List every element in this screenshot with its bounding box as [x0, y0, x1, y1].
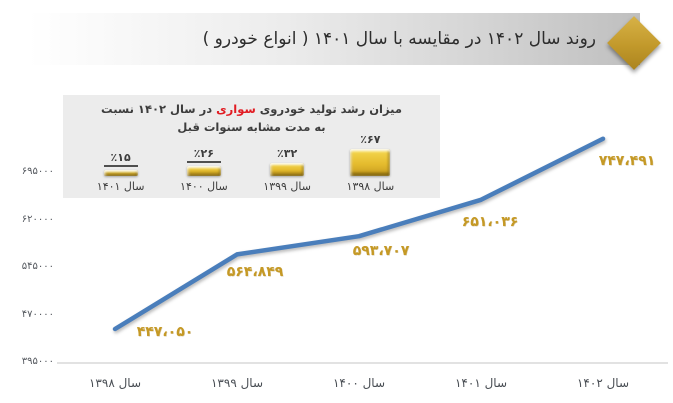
growth-percent-label: ٪۶۷ — [360, 133, 381, 146]
growth-bar-column: ٪۱۵ سال ۱۴۰۱ — [79, 151, 162, 193]
growth-bar-column: ٪۳۲ سال ۱۳۹۹ — [246, 147, 329, 193]
gold-bar-icon — [186, 166, 221, 176]
growth-year-label: سال ۱۴۰۱ — [96, 180, 145, 193]
trend-line-series — [112, 136, 606, 332]
legend-title-pre: میزان رشد تولید خودروی — [255, 102, 402, 116]
data-point-label: ۶۵۱،۰۳۶ — [461, 213, 519, 230]
y-axis-tick-label: ۴۷۰۰۰۰ — [21, 308, 54, 320]
data-point-label: ۵۶۴،۸۴۹ — [226, 264, 284, 281]
y-axis-tick-label: ۶۹۵۰۰۰ — [21, 166, 54, 177]
growth-percent-label: ٪۲۶ — [186, 147, 221, 163]
legend-title: میزان رشد تولید خودروی سواری در سال ۱۴۰۲… — [63, 102, 440, 116]
x-axis-tick-label: سال ۱۴۰۰ — [332, 376, 386, 390]
growth-percent-label: ٪۱۵ — [103, 151, 138, 167]
gold-bar-icon — [103, 170, 138, 176]
y-axis-tick-label: ۵۴۵۰۰۰ — [21, 261, 54, 272]
x-axis-tick-label: سال ۱۴۰۱ — [454, 376, 508, 390]
x-axis-tick-label: سال ۱۳۹۸ — [88, 376, 142, 390]
x-axis-tick-label: سال ۱۴۰۲ — [576, 376, 630, 390]
title-bar: روند سال ۱۴۰۲ در مقایسه با سال ۱۴۰۱ ( ان… — [28, 13, 640, 65]
x-axis-tick-label: سال ۱۳۹۹ — [210, 376, 264, 390]
y-axis-tick-label: ۳۹۵۰۰۰ — [21, 356, 54, 367]
gold-bar-icon — [350, 149, 391, 176]
legend-subtitle: به مدت مشابه سنوات قبل — [177, 120, 326, 134]
page-title: روند سال ۱۴۰۲ در مقایسه با سال ۱۴۰۱ ( ان… — [202, 29, 596, 49]
growth-bar-column: ٪۶۷ سال ۱۳۹۸ — [329, 133, 412, 193]
data-point-label: ۴۴۷،۰۵۰ — [136, 324, 194, 341]
gold-bar-icon — [270, 163, 305, 176]
growth-bars-row: ٪۶۷ سال ۱۳۹۸ ٪۳۲ سال ۱۳۹۹ ٪۲۶ سال ۱۴۰۰ ٪۱۵ سال … — [79, 133, 412, 193]
legend-title-highlight: سواری — [216, 102, 256, 116]
data-point-label: ۵۹۳،۷۰۷ — [352, 243, 410, 260]
legend-title-post: در سال ۱۴۰۲ نسبت — [101, 102, 217, 116]
legend-box: میزان رشد تولید خودروی سواری در سال ۱۴۰۲… — [63, 95, 440, 198]
data-point-label: ۷۴۷،۴۹۱ — [598, 152, 656, 169]
y-axis-tick-label: ۶۲۰۰۰۰ — [21, 213, 54, 225]
growth-year-label: سال ۱۴۰۰ — [180, 180, 228, 193]
growth-year-label: سال ۱۳۹۹ — [263, 180, 311, 193]
growth-year-label: سال ۱۳۹۸ — [346, 180, 395, 193]
growth-percent-label: ٪۳۲ — [277, 147, 298, 160]
growth-bar-column: ٪۲۶ سال ۱۴۰۰ — [162, 147, 245, 193]
